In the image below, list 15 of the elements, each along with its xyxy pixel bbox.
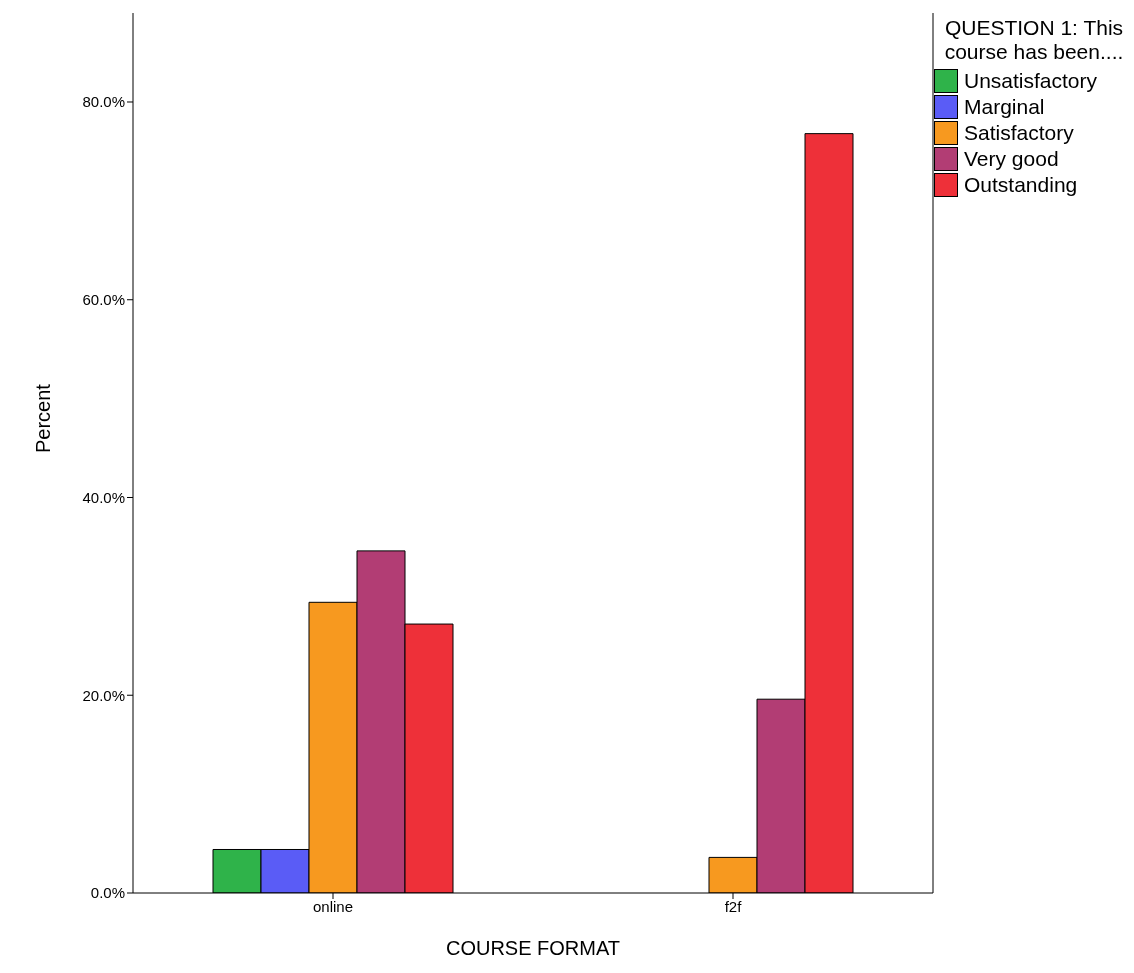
legend-label: Very good [964,147,1059,171]
x-tick-label: f2f [724,897,743,915]
legend-label: Unsatisfactory [964,69,1098,93]
y-axis-title: Percent [32,383,55,453]
x-axis-title: COURSE FORMAT [445,937,621,959]
y-tick-label: 80.0% [82,93,125,111]
legend-label: Satisfactory [964,121,1074,145]
y-tick-label: 0.0% [90,884,125,902]
y-tick-label: 60.0% [82,291,125,309]
legend-label: Marginal [964,95,1045,119]
legend-label: Outstanding [964,173,1078,197]
y-tick-label: 40.0% [82,488,125,506]
legend-title: QUESTION 1: This course has been.... [943,16,1125,64]
x-tick-label: online [312,897,354,915]
y-tick-label: 20.0% [82,686,125,704]
